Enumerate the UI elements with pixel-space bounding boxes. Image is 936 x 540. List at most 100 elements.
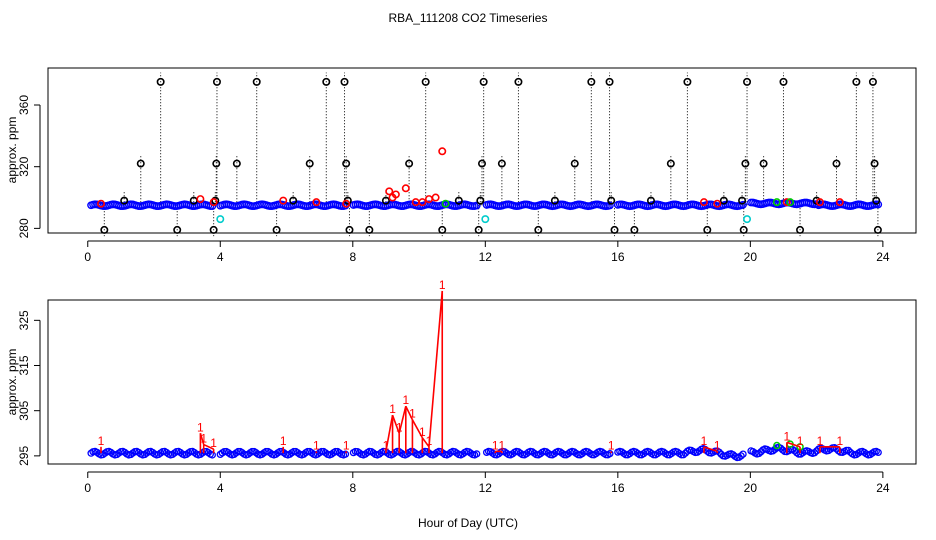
data-point-black [476, 196, 485, 205]
bottom-x-tick-label: 4 [217, 481, 224, 495]
top-x-tick-label: 8 [349, 250, 356, 264]
data-point-main [679, 451, 688, 459]
data-point-black [497, 159, 506, 168]
flag-point-label: 1 [419, 425, 426, 439]
data-point-main [605, 201, 614, 210]
flag-point-label: 1 [608, 438, 615, 452]
flag-line-segment [391, 414, 400, 434]
data-point-black [252, 77, 261, 86]
flag-line-segment [385, 415, 394, 452]
data-point-black [305, 159, 314, 168]
top-x-axis: 0 4 8 12 16 20 24 [84, 240, 890, 264]
data-point-black [870, 159, 879, 168]
data-point-main [874, 448, 882, 457]
data-point-black [666, 159, 675, 168]
top-x-tick-label: 24 [876, 250, 890, 264]
bottom-y-tick-label: 305 [17, 400, 31, 420]
data-point-red [209, 198, 218, 207]
data-point-black [607, 196, 616, 205]
bottom-y-axis: 295 305 315 325 [17, 310, 41, 466]
data-point-green [441, 199, 450, 208]
data-point-black [232, 159, 241, 168]
flag-point-label: 1 [383, 438, 390, 452]
data-point-black [610, 225, 619, 234]
data-point-red [401, 184, 410, 193]
data-point-red [391, 190, 400, 199]
top-y-axis: 280 320 360 [17, 95, 41, 238]
top-x-tick-label: 0 [84, 250, 91, 264]
flag-point-label: 1 [783, 429, 790, 443]
flag-line-segment [786, 441, 801, 448]
data-point-red [97, 199, 106, 208]
data-point-black [100, 225, 109, 234]
top-data-marks [87, 72, 883, 237]
data-point-black [683, 77, 692, 86]
data-point-main [341, 450, 350, 458]
bottom-x-tick-label: 20 [744, 481, 758, 495]
flag-point-label: 1 [797, 434, 804, 448]
data-point-black [212, 159, 221, 168]
data-point-red [438, 147, 447, 156]
top-y-tick-label: 320 [17, 156, 31, 176]
top-y-tick-label: 280 [17, 218, 31, 238]
data-point-black [741, 159, 750, 168]
data-point-red [385, 187, 394, 196]
data-point-black [587, 77, 596, 86]
data-point-red [835, 198, 844, 207]
flag-line-segment [703, 446, 718, 453]
bottom-y-axis-label: approx. ppm [5, 349, 19, 416]
data-point-black [570, 159, 579, 168]
data-point-black [421, 77, 430, 86]
data-point-black [405, 159, 414, 168]
flag-line-segment [398, 405, 407, 434]
data-point-main [810, 449, 819, 457]
data-point-black [514, 77, 523, 86]
flag-point-label: 1 [714, 438, 721, 452]
flag-point-label: 1 [210, 436, 217, 450]
data-point-black [365, 225, 374, 234]
data-point-main [844, 446, 853, 454]
bottom-x-tick-label: 12 [479, 481, 493, 495]
flag-line-segment [428, 290, 444, 447]
data-point-black [438, 225, 447, 234]
data-point-black [872, 196, 881, 205]
data-point-green [773, 441, 781, 450]
data-point-black [120, 196, 129, 205]
flag-line-segment [421, 437, 430, 448]
data-point-black [272, 225, 281, 234]
flag-line-segment [405, 405, 414, 421]
data-point-main [208, 451, 216, 459]
data-point-main [606, 450, 614, 458]
data-point-main [755, 449, 763, 458]
bottom-x-axis: 0 4 8 12 16 20 24 [84, 471, 890, 495]
data-point-black [340, 77, 349, 86]
data-point-cyan [481, 215, 490, 224]
data-point-red [431, 193, 440, 202]
flag-point-label: 1 [426, 434, 433, 448]
flag-point-label: 1 [389, 402, 396, 416]
data-point-red [279, 196, 288, 205]
data-point-red [699, 198, 708, 207]
flag-point-label: 1 [439, 278, 446, 292]
data-point-black [477, 159, 486, 168]
data-point-black [209, 225, 218, 234]
flag-point-label: 1 [402, 393, 409, 407]
data-point-main [473, 450, 481, 458]
data-point-black [739, 225, 748, 234]
flag-point-label: 1 [98, 434, 105, 448]
data-point-red [782, 198, 791, 207]
top-x-tick-label: 12 [479, 250, 493, 264]
data-point-black [534, 225, 543, 234]
flag-point-label: 1 [499, 438, 506, 452]
data-point-green [786, 198, 795, 207]
top-x-tick-label: 20 [744, 250, 758, 264]
data-point-cyan [743, 215, 752, 224]
data-point-black [743, 77, 752, 86]
data-point-main [739, 450, 747, 458]
data-point-black [342, 159, 351, 168]
flag-point-label: 1 [396, 420, 403, 434]
data-point-black [211, 196, 220, 205]
data-point-main [715, 448, 723, 456]
data-point-main [739, 200, 747, 209]
